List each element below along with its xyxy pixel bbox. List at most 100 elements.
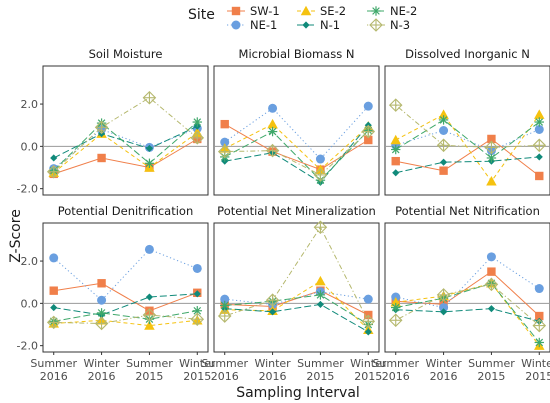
data-point [439,166,448,175]
data-point [391,156,400,166]
legend-item: N-3 [367,18,410,32]
legend-key-marker [300,5,312,16]
data-point [390,134,401,145]
series-line [53,127,198,169]
legend-label: N-1 [320,18,340,32]
legend-key-marker [302,21,310,29]
series-line [395,119,540,159]
data-point [190,312,205,326]
panel-title: Dissolved Inorganic N [405,47,530,61]
data-point [94,316,109,331]
x-tick-label: 2016 [382,370,410,383]
series-line [395,283,540,326]
data-point [190,131,205,145]
x-tick-label: Winter [254,357,291,370]
series-line [395,113,540,183]
data-point [145,144,153,153]
legend-item: NE-1 [227,18,277,32]
data-point [391,144,401,155]
x-tick-label: Winter [350,357,387,370]
series-line [224,294,369,325]
data-point [484,277,499,292]
legend-label: NE-1 [250,18,277,32]
data-point [313,168,328,182]
x-tick-label: 2016 [259,370,287,383]
x-tick-label: 2015 [525,370,550,383]
series-line [395,128,540,152]
data-point [217,144,232,159]
series-line [53,282,198,312]
panel: Potential Net NitrificationSummer2016Win… [372,204,550,383]
data-point [364,135,373,145]
x-tick-label: 2015 [354,370,382,383]
legend-key-marker [231,20,241,30]
data-point [364,328,372,336]
data-point [49,286,58,295]
series-line [224,124,369,183]
panel-title: Soil Moisture [89,47,163,61]
data-point [440,158,448,166]
x-tick-label: 2015 [306,370,334,383]
data-point [534,117,544,127]
legend-label: NE-2 [390,4,417,18]
series-line [395,138,540,177]
data-point [436,138,451,153]
x-tick-label: 2016 [88,370,116,383]
panel: Microbial Biomass N [213,47,380,196]
panel-frame [384,65,550,196]
legend: Site SW-1NE-1 SE-2N-1 NE-2N-3 [188,4,417,32]
y-tick-label: 0.0 [21,297,39,310]
legend-item: N-1 [297,18,340,32]
panel: Potential Net MineralizationSummer2016Wi… [201,204,387,383]
data-point [487,267,496,276]
data-point [220,294,230,304]
series-line [53,121,198,172]
y-axis-label: Z-Score [8,209,24,263]
series-line [53,314,198,325]
data-point [269,308,277,316]
data-point [193,290,201,298]
legend-label: SW-1 [250,4,280,18]
x-tick-label: Winter [83,357,120,370]
x-tick-label: Summer [297,357,344,370]
data-point [313,220,328,235]
data-point [192,263,202,273]
series-line [395,308,540,322]
data-point [391,302,401,313]
data-point [220,300,230,311]
data-point [267,126,278,137]
y-tick-label: -2.0 [17,183,38,196]
panel-frame [42,65,209,196]
series-line [53,125,198,159]
facet-panels: Soil Moisture 2.0 0.0 -2.0 Microbial Biomass… [17,47,550,383]
y-tick-label: -2.0 [17,340,38,353]
x-tick-label: 2016 [40,370,68,383]
legend-item: NE-2 [367,4,417,18]
data-point [97,279,106,288]
data-point [363,101,373,111]
series-line [53,132,198,174]
data-point [97,295,107,305]
series-line [224,290,369,316]
legend-item: SW-1 [227,4,280,18]
data-point [144,320,155,330]
data-point [392,169,400,177]
y-tick-label: 2.0 [21,255,39,268]
series-line [224,123,369,171]
legend-item: SE-2 [297,4,346,18]
panel: Potential Denitrification 2.0 0.0 -2.0 Summe… [17,204,216,383]
x-tick-label: Summer [30,357,77,370]
data-point [436,288,451,302]
y-tick-label: 2.0 [21,98,39,111]
data-point [484,140,499,155]
panel-title: Microbial Biomass N [239,47,355,61]
data-point [315,290,326,300]
data-point [46,315,61,330]
series-line [224,130,369,181]
x-tick-label: 2015 [183,370,211,383]
series-line [395,282,540,347]
data-point [265,143,280,158]
x-tick-label: 2016 [211,370,239,383]
panel: Soil Moisture 2.0 0.0 -2.0 [17,47,209,196]
